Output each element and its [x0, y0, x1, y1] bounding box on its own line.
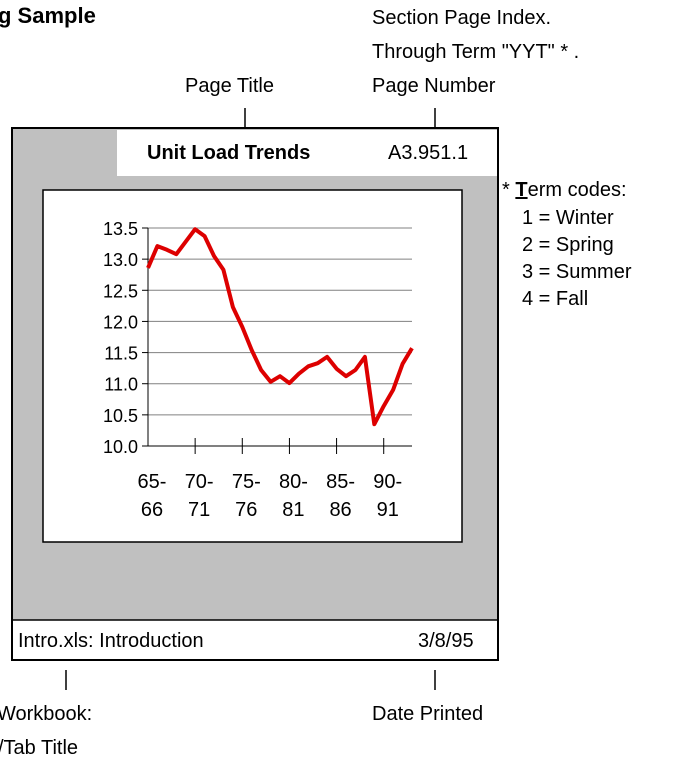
plot: 10.0 10.5 11.0 11.5 12.0 12.5 13.0 13.5 — [103, 219, 414, 457]
annotation: Page Title — [185, 75, 274, 97]
page-outline — [11, 127, 499, 661]
annotation: Workbook: — [0, 703, 93, 725]
annotation: /Tab Title — [0, 737, 79, 759]
y-tick-label: 13.5 — [103, 219, 138, 239]
footer-left: Intro.xls: Introduction — [18, 630, 204, 652]
x-tick-label: 75- 76 — [231, 471, 261, 521]
term-code: 4 = Fall — [522, 288, 589, 310]
page-index: A3.951.1 — [388, 142, 469, 164]
y-tick-label: 13.0 — [103, 250, 138, 270]
term-codes-title: * Term codes: — [502, 178, 627, 202]
title-initial: T — [515, 179, 528, 201]
annotation: Date Printed — [372, 703, 484, 725]
y-tick-label: 11.5 — [104, 344, 138, 364]
x-tick-label: 70- 71 — [184, 471, 214, 521]
x-tick-label: 65- 66 — [137, 471, 167, 521]
x-tick-label: 90- 91 — [373, 471, 403, 521]
x-tick-label: 85- 86 — [326, 471, 356, 521]
annotation: Page Number — [372, 75, 496, 97]
y-tick-label: 12.0 — [103, 312, 138, 332]
header-band — [117, 130, 498, 176]
title-rest: erm codes: — [527, 179, 627, 201]
term-code: 1 = Winter — [522, 207, 614, 229]
y-tick-label: 11.0 — [104, 375, 138, 395]
y-tick-label: 12.5 — [103, 281, 138, 301]
x-tick-label: 80- 81 — [278, 471, 308, 521]
term-code: 2 = Spring — [522, 234, 614, 256]
y-tick-label: 10.0 — [103, 437, 138, 457]
footer-right: 3/8/95 — [418, 630, 474, 652]
annotation: Section Page Index. — [372, 7, 552, 29]
series-line — [146, 227, 414, 427]
chart-frame — [42, 189, 463, 543]
heading: g Sample — [0, 3, 96, 28]
y-tick-label: 10.5 — [103, 406, 138, 426]
term-code: 3 = Summer — [522, 261, 632, 283]
annotation: Through Term "YYT" * . — [372, 41, 580, 63]
page-title: Unit Load Trends — [147, 142, 311, 164]
footer-band — [12, 620, 498, 660]
marker: * — [502, 179, 510, 201]
